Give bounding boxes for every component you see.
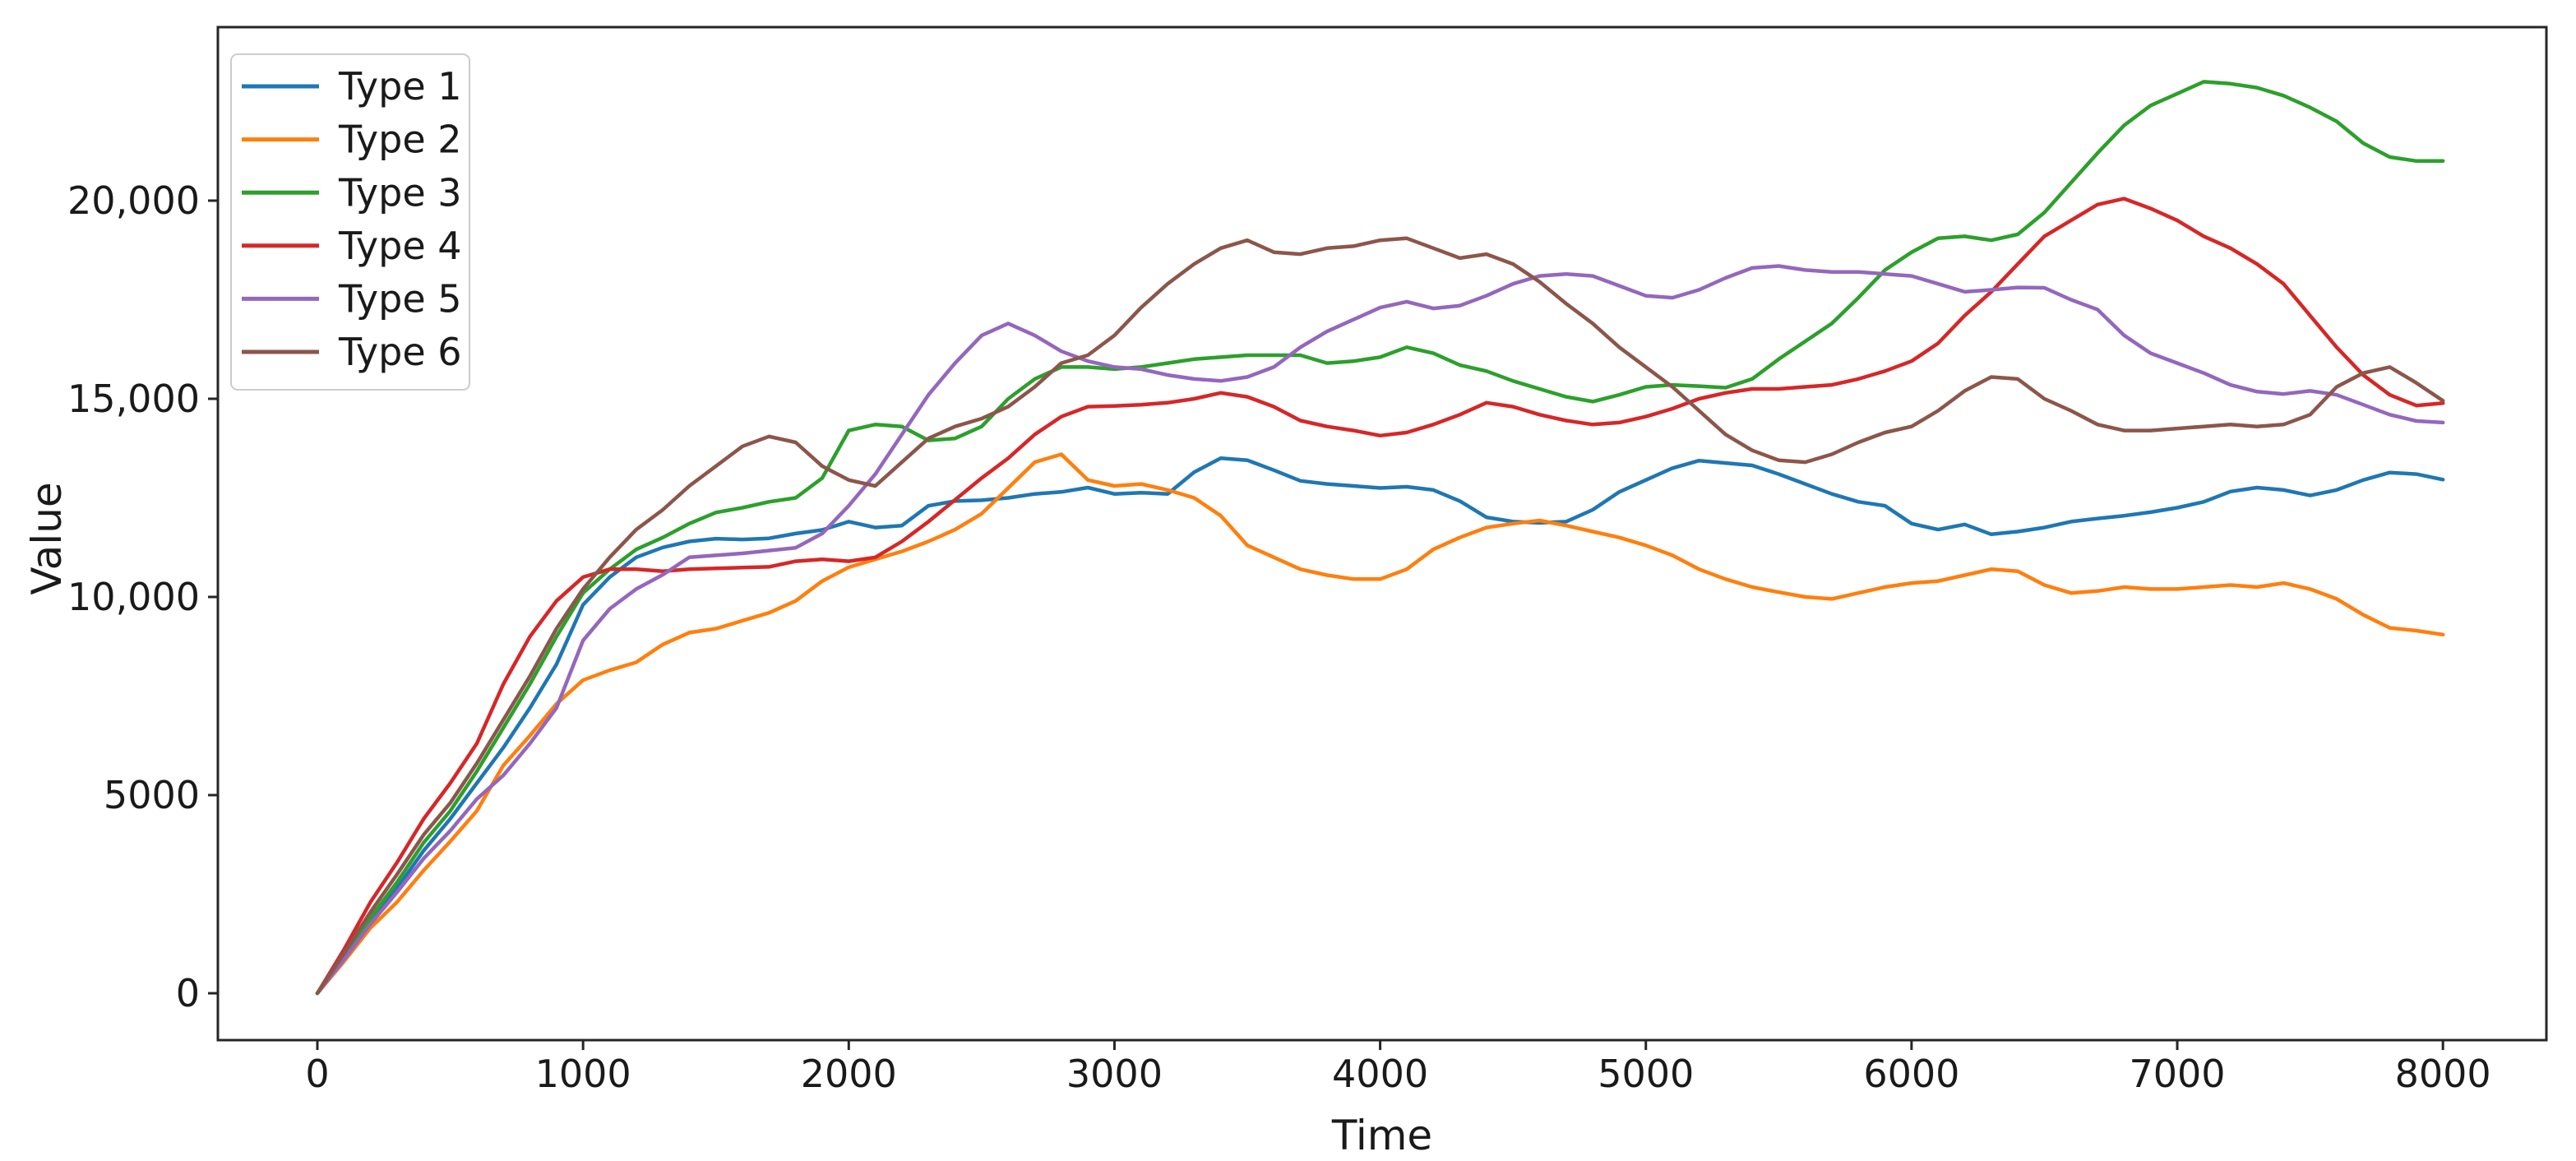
legend-label-type-4: Type 4 [338,224,462,268]
legend-label-type-6: Type 6 [338,330,462,374]
x-axis-tick-label: 3000 [1066,1052,1163,1096]
legend-label-type-3: Type 3 [338,170,462,215]
line-type-2 [315,452,2445,996]
x-axis-tick-label: 5000 [1598,1052,1694,1096]
x-axis-tick-label: 7000 [2129,1052,2225,1096]
line-type-3 [315,80,2445,996]
y-axis-tick-label: 20,000 [67,178,200,223]
y-axis-tick-label: 5000 [104,773,200,817]
x-axis-tick-label: 0 [305,1052,329,1096]
x-axis-tick-label: 6000 [1863,1052,1959,1096]
x-axis-tick-label: 1000 [535,1052,631,1096]
plot-frame [216,25,2548,1042]
x-axis-tick-label: 8000 [2395,1052,2491,1096]
y-axis-tick-label: 0 [176,971,200,1015]
line-type-5 [315,264,2445,996]
legend-label-type-5: Type 5 [338,277,462,321]
line-type-6 [315,236,2445,996]
line-type-1 [315,456,2445,996]
x-axis-title: Time [1331,1112,1433,1159]
y-axis-tick-label: 10,000 [67,575,200,619]
x-axis-tick-label: 4000 [1332,1052,1428,1096]
x-axis-tick-label: 2000 [801,1052,897,1096]
y-axis-title: Value [23,482,71,595]
line-type-4 [315,197,2445,996]
y-axis-tick-label: 15,000 [67,377,200,421]
legend-label-type-2: Type 2 [338,118,462,162]
legend-label-type-1: Type 1 [338,64,462,109]
